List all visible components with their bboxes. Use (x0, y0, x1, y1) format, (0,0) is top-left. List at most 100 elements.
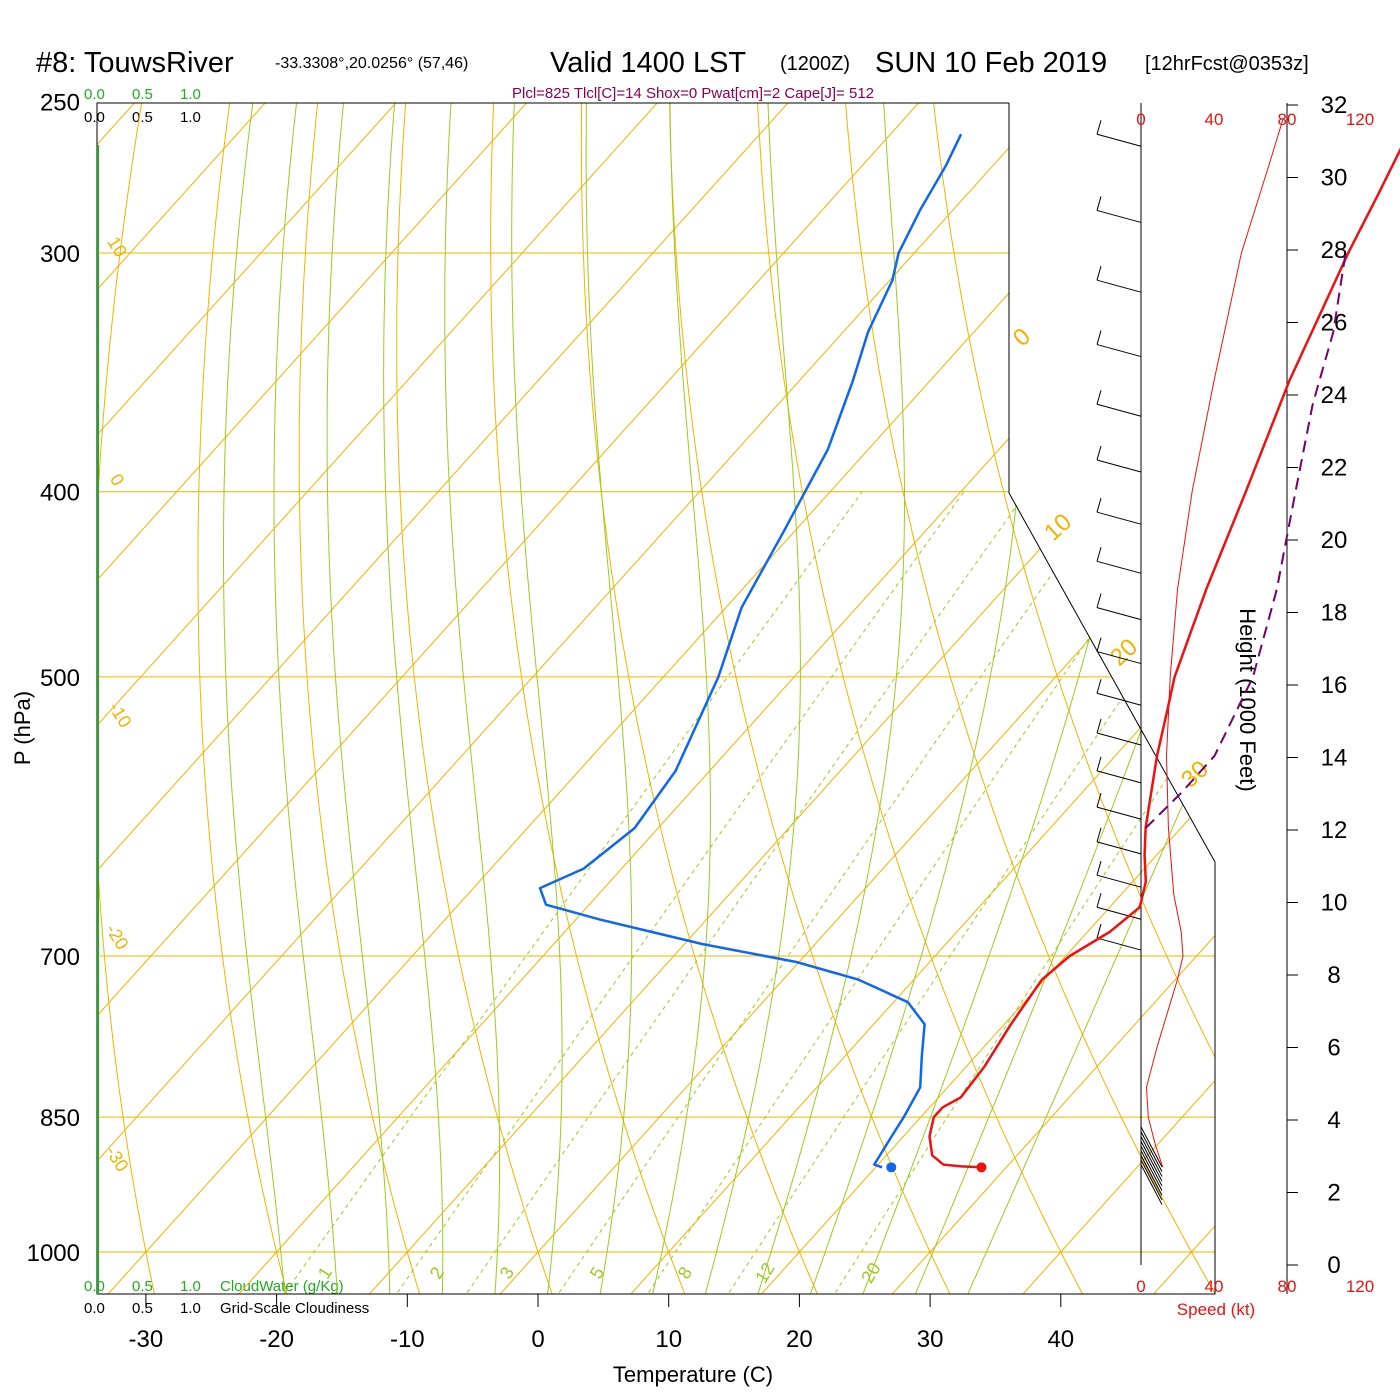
mixing-ratio-12 (728, 491, 1215, 1293)
y-tick-label-6: 1000 (27, 1240, 80, 1267)
cloud-scale-bottom-black-0: 0.0 (84, 1300, 105, 1317)
y-tick-label-3: 500 (40, 665, 80, 692)
isotherm--10 (363, 103, 1215, 1294)
moist-adiabat-12 (650, 103, 711, 1294)
x-tick-label-7: 40 (1047, 1326, 1074, 1353)
wind-barb-flag (1096, 923, 1102, 939)
cloud-scale-bottom-green-2: 1.0 (180, 1278, 201, 1295)
wind-speed-profile (1145, 117, 1284, 1168)
cloud-scale-top-green-2: 1.0 (180, 86, 201, 103)
isotherm-label-1: 0 (106, 470, 128, 489)
x-tick-label-2: -10 (390, 1326, 425, 1353)
dry-adiabat-0 (396, 103, 555, 1294)
isotherm-label-2: -10 (105, 698, 136, 731)
dry-adiabat-30 (668, 103, 954, 1294)
dry-adiabat-60 (931, 103, 1215, 1294)
wind-barb-flag (1096, 445, 1102, 461)
isotherm--20 (232, 103, 1215, 1294)
dry-adiabat-label-1: 10 (1039, 508, 1077, 546)
y-tick-label-0: 250 (40, 90, 80, 117)
wind-barb-staff (1096, 279, 1142, 293)
wind-barb-staff (1096, 841, 1142, 855)
height-tick-label-4: 8 (1327, 962, 1340, 989)
valid-date: SUN 10 Feb 2019 (875, 47, 1107, 79)
series-dewpoint (538, 133, 963, 1169)
dry-adiabats (97, 103, 1215, 1294)
x-tick-label-1: -20 (259, 1326, 294, 1353)
sounding-traces (538, 133, 1400, 1173)
x-tick-label-5: 20 (786, 1326, 813, 1353)
series-parcel (1144, 252, 1347, 829)
isotherm-50 (1147, 103, 1215, 1294)
moist-adiabats (223, 103, 1215, 1294)
wind-barb-flag (1096, 120, 1102, 135)
dry-adiabat-10 (490, 103, 688, 1294)
height-tick-label-14: 28 (1321, 237, 1348, 264)
wind-speed-top-label-0: 0 (1136, 110, 1145, 129)
moist-adiabat--16 (223, 103, 286, 1294)
height-axis-label: Height (1000 Feet) (1235, 608, 1260, 791)
cloud-scale-bottom-black-2: 1.0 (180, 1300, 201, 1317)
mixing-ratio-3 (466, 491, 1027, 1293)
wind-barb-low (1140, 1164, 1163, 1205)
wind-barb-staff (1096, 511, 1142, 525)
dry-adiabat-label-3: 30 (1176, 755, 1214, 793)
zulu-time: (1200Z) (780, 53, 850, 75)
wind-speed-bottom-label-1: 40 (1205, 1277, 1224, 1296)
wind-barb-staff (1096, 560, 1142, 574)
mixing-ratio-1 (284, 491, 863, 1293)
isotherm--50 (97, 103, 1087, 1294)
wind-barb-low (1140, 1145, 1163, 1187)
mixing-ratio-8 (648, 491, 1190, 1293)
wind-speed-bottom-label-0: 0 (1136, 1277, 1145, 1296)
height-tick-label-11: 22 (1321, 455, 1348, 482)
wind-barb-staff (1096, 209, 1142, 223)
height-tick-label-1: 2 (1327, 1180, 1340, 1207)
height-tick-label-6: 12 (1321, 817, 1348, 844)
dry-adiabat-label-0: 0 (1008, 323, 1036, 352)
wind-barb-flag (1096, 593, 1102, 608)
y-tick-label-4: 700 (40, 944, 80, 971)
wind-barb-low (1140, 1155, 1163, 1196)
wind-barb-flag (1096, 893, 1102, 908)
wind-barb-flag (1096, 679, 1102, 694)
isotherm--120 (97, 103, 172, 1294)
mixing-ratio-label-4: 8 (674, 1263, 696, 1282)
y-axis: 250 300 400 500 700 850 1000 (27, 90, 80, 1267)
x-axis-label: Temperature (C) (613, 1362, 773, 1387)
isotherm--80 (97, 103, 695, 1294)
isotherm--90 (97, 103, 564, 1294)
wind-speed-label: Speed (kt) (1177, 1300, 1255, 1319)
wind-barb-flag (1096, 547, 1102, 562)
wind-barb-staff (1096, 403, 1142, 417)
series-temperature (928, 147, 1400, 1169)
y-axis-label: P (hPa) (10, 691, 35, 765)
dry-adiabat-20 (580, 103, 821, 1294)
wind-speed-bottom-label-3: 120 (1346, 1277, 1374, 1296)
height-tick-label-9: 18 (1321, 600, 1348, 627)
wind-barb-flag (1096, 756, 1102, 772)
surface-marker-1 (886, 1162, 897, 1173)
isotherms (97, 103, 1215, 1294)
wind-barb-flag (1096, 330, 1102, 345)
wind-barb-low (1140, 1136, 1163, 1177)
wind-barb-staff (1096, 770, 1142, 784)
isotherm--30 (102, 103, 1215, 1294)
isotherm-20 (755, 103, 1215, 1294)
x-tick-label-6: 30 (917, 1326, 944, 1353)
wind-barb-staff (1096, 133, 1142, 147)
wind-barb-flag (1096, 498, 1102, 513)
cloud-scale-top-green-0: 0.0 (84, 86, 105, 103)
isotherm-10 (624, 103, 1215, 1294)
wind-speed-top-label-1: 40 (1205, 110, 1224, 129)
cloud-scale-bottom-black-1: 0.5 (132, 1300, 153, 1317)
height-tick-label-3: 6 (1327, 1035, 1340, 1062)
y-tick-label-2: 400 (40, 480, 80, 507)
isotherm-40 (1016, 103, 1215, 1294)
moist-adiabat-20 (755, 103, 905, 1294)
wind-barb-staff (1096, 651, 1142, 665)
wind-speed-top-label-3: 120 (1346, 110, 1374, 129)
